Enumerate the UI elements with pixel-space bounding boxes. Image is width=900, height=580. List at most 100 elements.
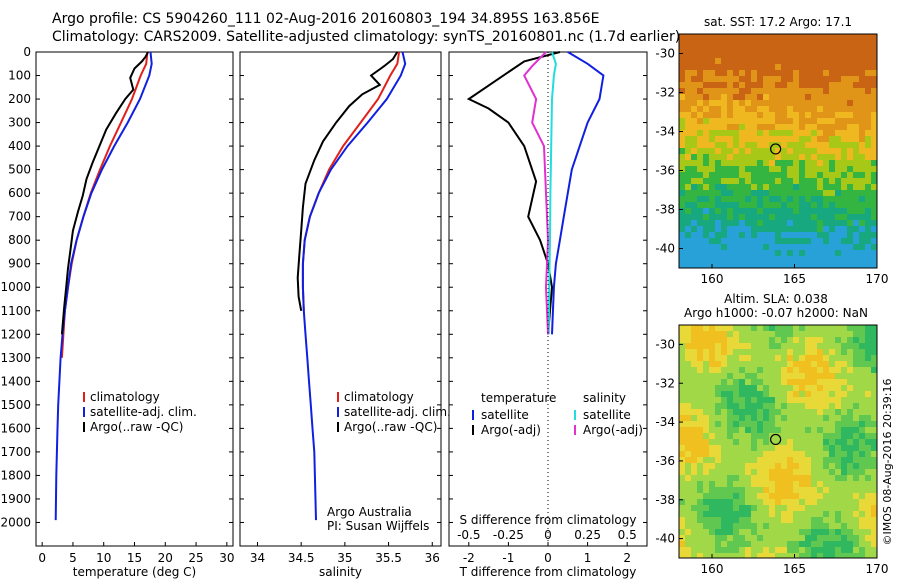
sla-map-cell bbox=[865, 361, 871, 367]
sst-map-cell bbox=[871, 238, 877, 244]
sla-map-cell bbox=[763, 433, 769, 439]
sst-map-cell bbox=[727, 94, 733, 100]
sst-map-cell bbox=[859, 226, 865, 232]
sla-map-cell bbox=[775, 415, 781, 421]
sst-map-cell bbox=[685, 160, 691, 166]
sst-map-cell bbox=[859, 34, 865, 40]
sst-map-cell bbox=[691, 46, 697, 52]
sst-map-cell bbox=[769, 166, 775, 172]
sla-map-cell bbox=[841, 493, 847, 499]
sst-map-cell bbox=[787, 196, 793, 202]
sla-map-cell bbox=[835, 409, 841, 415]
sla-map-cell bbox=[751, 427, 757, 433]
sla-map-cell bbox=[757, 523, 763, 529]
sla-map-cell bbox=[805, 349, 811, 355]
sst-map-cell bbox=[811, 76, 817, 82]
sst-map-cell bbox=[841, 214, 847, 220]
sla-map-cell bbox=[871, 463, 877, 469]
sla-map-cell bbox=[829, 529, 835, 535]
sst-map-cell bbox=[757, 190, 763, 196]
sst-map-cell bbox=[703, 70, 709, 76]
sst-map-cell bbox=[775, 184, 781, 190]
sst-map-cell bbox=[763, 130, 769, 136]
sla-map-cell bbox=[721, 535, 727, 541]
sla-map-cell bbox=[847, 499, 853, 505]
sst-map-cell bbox=[817, 148, 823, 154]
sla-map-cell bbox=[745, 499, 751, 505]
sst-map-cell bbox=[745, 172, 751, 178]
sst-map-cell bbox=[727, 148, 733, 154]
sst-map-cell bbox=[757, 88, 763, 94]
sst-map-cell bbox=[739, 226, 745, 232]
sst-map-cell bbox=[727, 208, 733, 214]
sst-map-cell bbox=[871, 154, 877, 160]
sst-map-cell bbox=[865, 34, 871, 40]
sla-map-cell bbox=[799, 331, 805, 337]
sst-map-cell bbox=[799, 208, 805, 214]
sst-map-cell bbox=[793, 142, 799, 148]
sla-map-frame bbox=[678, 324, 878, 559]
sst-map-cell bbox=[787, 232, 793, 238]
sst-map-cell bbox=[817, 220, 823, 226]
sst-map-cell bbox=[715, 262, 721, 268]
sla-map-cell bbox=[823, 517, 829, 523]
sst-map-cell bbox=[727, 82, 733, 88]
annotation-argo-australia: Argo Australia bbox=[327, 505, 412, 519]
sla-map-cell bbox=[727, 337, 733, 343]
sst-map-cell bbox=[739, 220, 745, 226]
sla-map-cell bbox=[799, 421, 805, 427]
sst-map-cell bbox=[721, 160, 727, 166]
sst-map-cell bbox=[691, 118, 697, 124]
sst-map-cell bbox=[727, 154, 733, 160]
sst-map-cell bbox=[871, 214, 877, 220]
sst-map-cell bbox=[817, 262, 823, 268]
sst-map-cell bbox=[721, 214, 727, 220]
sla-map-cell bbox=[703, 343, 709, 349]
sla-map-cell bbox=[721, 523, 727, 529]
sla-map-cell bbox=[709, 385, 715, 391]
sla-map-cell bbox=[829, 403, 835, 409]
sla-map-cell bbox=[841, 547, 847, 553]
sst-map-cell bbox=[691, 256, 697, 262]
sst-map-cell bbox=[757, 130, 763, 136]
sla-map-cell bbox=[841, 445, 847, 451]
sst-map-cell bbox=[709, 52, 715, 58]
sst-map-cell bbox=[859, 190, 865, 196]
sla-map-cell bbox=[865, 529, 871, 535]
sla-map-cell bbox=[697, 553, 703, 558]
sst-map-cell bbox=[715, 172, 721, 178]
sla-map-cell bbox=[769, 397, 775, 403]
sst-map-cell bbox=[793, 88, 799, 94]
sla-map-cell bbox=[823, 511, 829, 517]
sst-map-cell bbox=[721, 196, 727, 202]
imos-credit: ©IMOS 08-Aug-2016 20:39:16 bbox=[881, 379, 894, 546]
sla-map-cell bbox=[709, 367, 715, 373]
sla-map-cell bbox=[679, 511, 685, 517]
sla-map-cell bbox=[793, 439, 799, 445]
sla-map-cell bbox=[727, 367, 733, 373]
sla-map-cell bbox=[733, 499, 739, 505]
sla-map-ytick-label: -34 bbox=[655, 415, 675, 429]
sla-map-cell bbox=[679, 505, 685, 511]
sla-map-cell bbox=[859, 541, 865, 547]
sst-map-cell bbox=[703, 244, 709, 250]
temperature-xtick-label: 15 bbox=[127, 551, 142, 565]
sla-map-cell bbox=[721, 505, 727, 511]
sla-map-cell bbox=[847, 379, 853, 385]
sst-map-cell bbox=[733, 148, 739, 154]
sla-map-cell bbox=[703, 409, 709, 415]
sla-map-cell bbox=[679, 349, 685, 355]
sla-map-cell bbox=[697, 421, 703, 427]
sla-map-cell bbox=[757, 427, 763, 433]
sst-map-cell bbox=[757, 76, 763, 82]
sla-map-cell bbox=[853, 343, 859, 349]
sla-map-cell bbox=[745, 487, 751, 493]
sst-map-cell bbox=[697, 52, 703, 58]
sla-map-cell bbox=[811, 457, 817, 463]
sla-map-cell bbox=[745, 415, 751, 421]
sst-map-cell bbox=[751, 160, 757, 166]
sst-map-cell bbox=[715, 76, 721, 82]
sst-map-cell bbox=[769, 196, 775, 202]
sst-map-cell bbox=[757, 112, 763, 118]
sla-map-cell bbox=[781, 439, 787, 445]
